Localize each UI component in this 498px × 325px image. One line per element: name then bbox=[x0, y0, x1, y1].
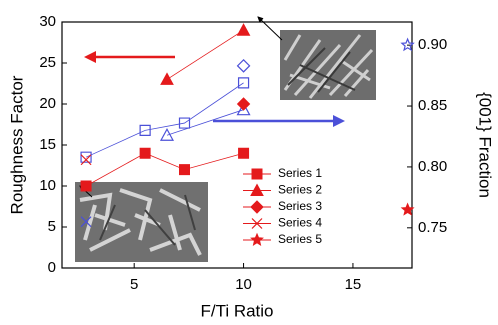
y2-tick-label: 0.75 bbox=[418, 219, 447, 236]
triangle-marker bbox=[238, 24, 250, 35]
x-tick-label: 5 bbox=[130, 276, 138, 293]
diamond-marker bbox=[238, 98, 250, 110]
series-line bbox=[167, 30, 244, 79]
square-marker bbox=[239, 148, 249, 158]
y-tick-label: 15 bbox=[39, 136, 56, 153]
cross-marker bbox=[81, 155, 91, 165]
y-tick-label: 25 bbox=[39, 54, 56, 71]
legend-label: Series 4 bbox=[278, 216, 322, 230]
y2-axis-label: {001} Fraction bbox=[476, 92, 495, 198]
y-tick-label: 0 bbox=[48, 259, 56, 276]
inset-image bbox=[280, 30, 376, 100]
series-line bbox=[167, 110, 244, 136]
y-tick-label: 10 bbox=[39, 177, 56, 194]
triangle-marker bbox=[161, 129, 173, 140]
y-axis-label: Roughness Factor bbox=[7, 75, 26, 214]
x-axis-label: F/Ti Ratio bbox=[200, 301, 273, 320]
x-tick-label: 10 bbox=[235, 276, 252, 293]
y-tick-label: 30 bbox=[39, 13, 56, 30]
y-tick-label: 5 bbox=[48, 218, 56, 235]
legend-label: Series 1 bbox=[278, 166, 322, 180]
legend-label: Series 3 bbox=[278, 199, 322, 213]
axis-arrow bbox=[84, 51, 96, 63]
diamond-marker bbox=[238, 60, 250, 72]
y-tick-label: 20 bbox=[39, 95, 56, 112]
series-line bbox=[86, 153, 244, 186]
pointer-arrow bbox=[258, 17, 282, 40]
legend-marker bbox=[252, 169, 262, 179]
triangle-marker bbox=[161, 73, 173, 84]
x-tick-label: 15 bbox=[345, 276, 362, 293]
axis-arrow bbox=[333, 115, 345, 127]
y2-tick-label: 0.80 bbox=[418, 158, 447, 175]
square-marker bbox=[140, 148, 150, 158]
y2-tick-label: 0.90 bbox=[418, 36, 447, 53]
legend-label: Series 2 bbox=[278, 183, 322, 197]
square-marker bbox=[180, 165, 190, 175]
chart: F/Ti Ratio Roughness Factor {001} Fracti… bbox=[0, 0, 498, 325]
inset-image bbox=[75, 182, 208, 262]
square-marker bbox=[81, 181, 91, 191]
legend-label: Series 5 bbox=[278, 232, 322, 246]
y2-tick-label: 0.85 bbox=[418, 97, 447, 114]
